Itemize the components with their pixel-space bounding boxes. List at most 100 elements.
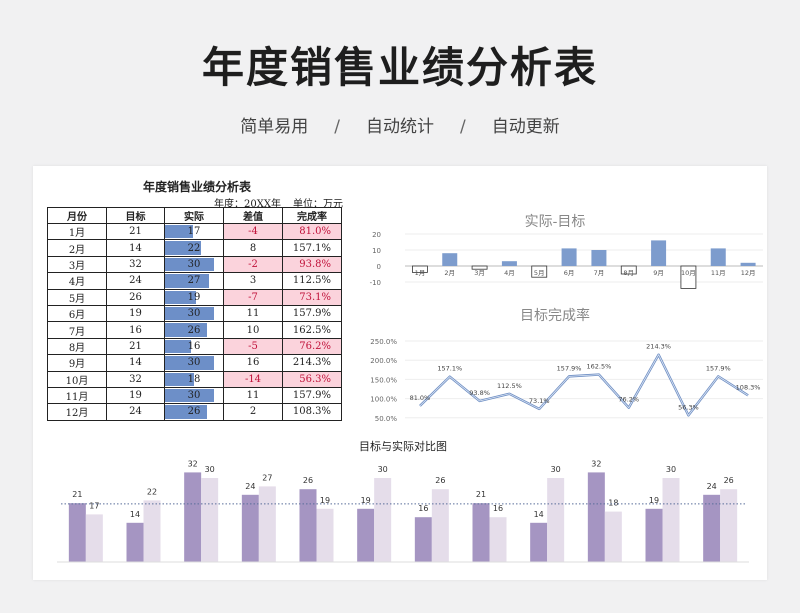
- cell-target: 24: [106, 272, 165, 290]
- actual-bar: [85, 514, 103, 562]
- target-bar: [587, 472, 605, 562]
- target-bar: [703, 494, 721, 562]
- table-row: 3月 32 30 -2 93.8%: [47, 255, 342, 274]
- compare-bar-chart: 目标与实际对比图 21 17 14 22 32 30 24 27 26 19 19 30 16 26 21 16…: [57, 439, 749, 563]
- table-title: 年度销售业绩分析表: [142, 180, 251, 194]
- actual-bar: [143, 500, 161, 562]
- actual-bar: [258, 486, 276, 562]
- x-tick-label: 1月: [415, 269, 426, 277]
- actual-value: 22: [187, 242, 201, 254]
- cell-diff: 10: [223, 321, 283, 339]
- cell-target: 19: [106, 304, 165, 323]
- cell-diff: -14: [223, 370, 283, 388]
- cell-month: 1月: [47, 222, 107, 241]
- cell-diff: 11: [223, 304, 283, 323]
- diff-bar: [442, 253, 458, 266]
- tag-auto-stat: 自动统计: [366, 117, 434, 137]
- actual-databar: [165, 356, 214, 370]
- actual-bar: [431, 489, 449, 562]
- tag-easy: 简单易用: [240, 117, 309, 137]
- sales-table: 月份 目标 实际 差值 完成率 1月 21 17 -4 81.0% 2月 14 22 8 157.…: [47, 207, 342, 421]
- target-bar: [241, 494, 259, 562]
- actual-value: 30: [187, 308, 201, 320]
- data-label: 81.0%: [410, 394, 431, 402]
- x-tick-label: 4月: [504, 269, 515, 277]
- cell-actual: 30: [164, 386, 224, 405]
- cell-month: 5月: [47, 288, 107, 306]
- actual-value: 30: [187, 357, 201, 369]
- actual-value: 26: [187, 324, 201, 336]
- cell-month: 4月: [47, 272, 107, 290]
- rate-line-chart: 目标完成率250.0%200.0%150.0%100.0%50.0%0.0%81…: [370, 307, 763, 423]
- diff-bar: [412, 265, 428, 273]
- table-row: 7月 16 26 10 162.5%: [47, 321, 342, 339]
- actual-value-label: 30: [378, 465, 388, 474]
- target-bar: [299, 489, 317, 562]
- actual-bar: [604, 511, 622, 562]
- actual-value-label: 17: [89, 501, 99, 510]
- cell-target: 26: [106, 288, 165, 306]
- cell-target: 21: [106, 337, 165, 356]
- target-value-label: 24: [245, 482, 255, 491]
- cell-month: 8月: [47, 337, 107, 356]
- actual-bar: [374, 478, 392, 562]
- cell-actual: 19: [164, 288, 224, 306]
- feature-tags: 简单易用 / 自动统计 / 自动更新: [0, 112, 800, 137]
- cell-rate: 76.2%: [282, 337, 342, 356]
- cell-rate: 214.3%: [282, 354, 342, 372]
- diff-bar: [680, 265, 697, 289]
- tag-auto-update: 自动更新: [491, 117, 560, 137]
- cell-diff: 3: [223, 272, 283, 290]
- target-value-label: 32: [591, 459, 601, 468]
- target-bar: [530, 522, 548, 562]
- data-label: 157.9%: [706, 364, 731, 372]
- target-bar: [645, 508, 663, 562]
- y-tick-label: 200.0%: [370, 357, 397, 365]
- cell-diff: -7: [223, 288, 283, 306]
- cell-month: 11月: [47, 386, 107, 405]
- cell-actual: 30: [164, 255, 224, 274]
- cell-rate: 157.1%: [282, 239, 342, 257]
- header-actual: 实际: [164, 207, 224, 224]
- cell-actual: 22: [164, 239, 224, 257]
- target-value-label: 16: [418, 504, 428, 513]
- target-bar: [184, 472, 202, 562]
- data-label: 112.5%: [497, 382, 522, 390]
- diff-bar: [561, 248, 577, 266]
- x-tick-label: 8月: [623, 269, 634, 277]
- actual-bar: [662, 478, 680, 562]
- tag-separator: /: [460, 117, 466, 137]
- actual-value: 26: [187, 406, 201, 418]
- x-tick-label: 3月: [474, 269, 485, 277]
- x-tick-label: 12月: [741, 269, 756, 277]
- target-value-label: 14: [534, 510, 544, 519]
- cell-rate: 73.1%: [282, 288, 342, 306]
- actual-value-label: 30: [666, 465, 676, 474]
- diff-bar: [591, 250, 607, 266]
- table-row: 11月 19 30 11 157.9%: [47, 386, 342, 405]
- y-tick-label: 20: [372, 231, 381, 239]
- actual-value-label: 22: [147, 487, 157, 496]
- cell-target: 21: [106, 222, 165, 241]
- actual-value-label: 16: [493, 504, 503, 513]
- header-rate: 完成率: [282, 207, 342, 224]
- rate-line: [419, 353, 749, 417]
- actual-databar: [165, 323, 208, 337]
- x-tick-label: 11月: [711, 269, 726, 277]
- target-bar: [357, 508, 375, 562]
- target-bar: [414, 517, 432, 562]
- cell-month: 9月: [47, 354, 107, 372]
- cell-rate: 56.3%: [282, 370, 342, 388]
- cell-actual: 26: [164, 321, 224, 339]
- y-tick-label: 50.0%: [375, 415, 398, 423]
- diff-bar-chart: 实际-目标 20 10 0 -10 1月 2月 3月 4月 5月 6月 7月 8月 9月 10月 11月 12月: [370, 214, 763, 289]
- x-tick-label: 2月: [444, 269, 455, 277]
- actual-databar: [165, 405, 208, 419]
- diff-bar: [710, 248, 726, 266]
- table-header-row: 月份 目标 实际 差值 完成率: [47, 207, 342, 224]
- actual-bar: [720, 489, 738, 562]
- actual-databar: [165, 241, 201, 255]
- table-row: 4月 24 27 3 112.5%: [47, 272, 342, 290]
- chart-title: 目标完成率: [520, 307, 590, 324]
- actual-bar: [547, 478, 565, 562]
